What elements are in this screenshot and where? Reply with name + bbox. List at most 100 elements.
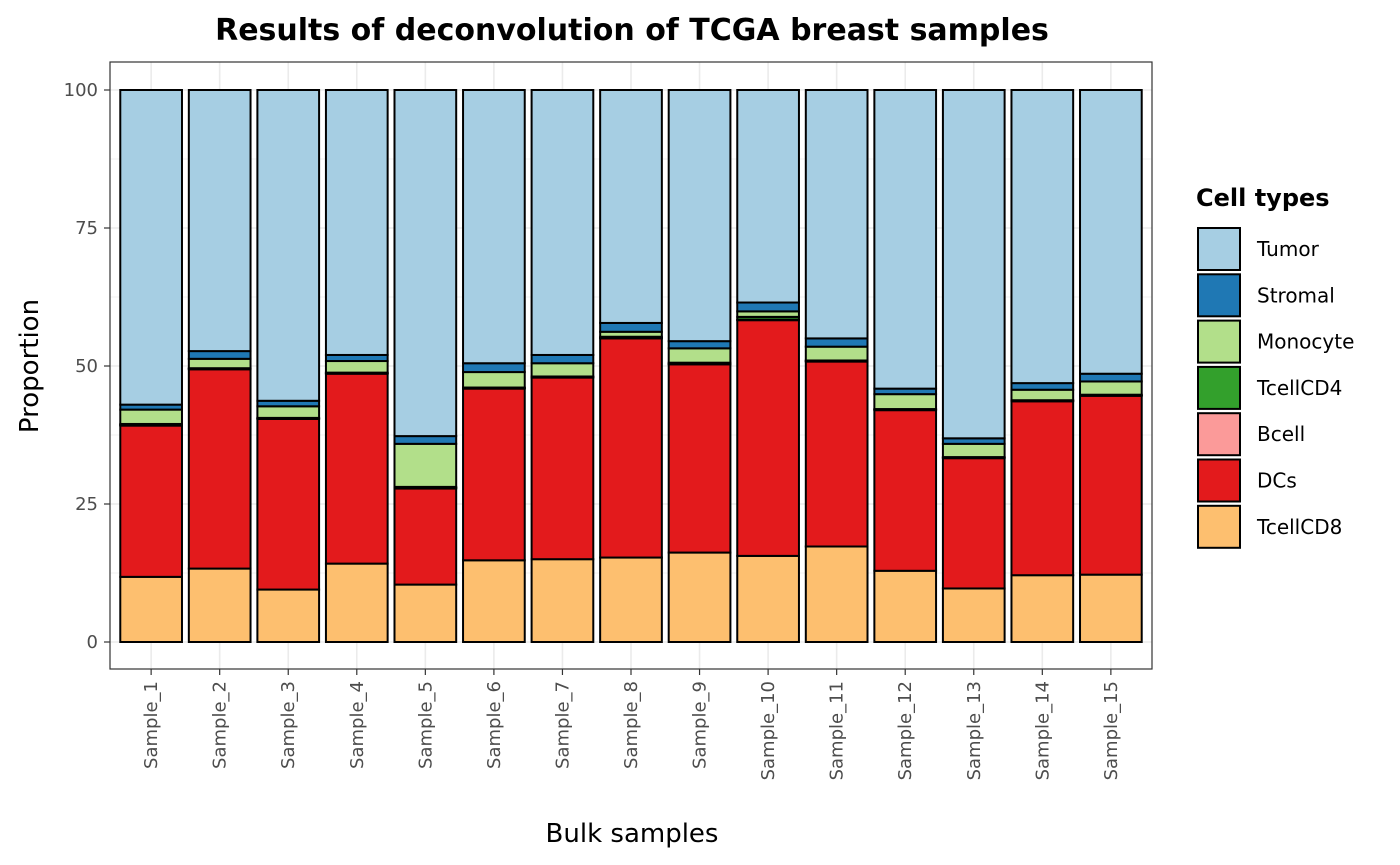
bar-segment-stromal xyxy=(599,321,663,333)
bar-segment-monocyte xyxy=(530,362,595,378)
bar-segment-monocyte xyxy=(187,357,252,370)
bar-segment-monocyte xyxy=(462,371,526,389)
bar-stack-sample-15 xyxy=(1079,89,1143,644)
legend-item-monocyte: Monocyte xyxy=(1197,319,1354,364)
bar-segment-monocyte xyxy=(667,347,732,364)
legend-label: Bcell xyxy=(1257,422,1305,446)
chart-title: Results of deconvolution of TCGA breast … xyxy=(215,13,1049,48)
bar-segment-monocyte xyxy=(941,442,1006,459)
bar-segment-stromal xyxy=(1079,372,1143,383)
bar-stack-sample-11 xyxy=(804,89,869,644)
bar-segment-tcellcd8 xyxy=(324,562,389,644)
x-tick-label: Sample_11 xyxy=(827,681,848,780)
bar-segment-dcs xyxy=(941,457,1006,590)
bar-segment-dcs xyxy=(119,424,183,578)
legend-label: Tumor xyxy=(1256,237,1320,261)
bar-segment-tcellcd8 xyxy=(1079,573,1143,644)
x-tick-label: Sample_7 xyxy=(552,681,573,769)
bar-segment-stromal xyxy=(804,337,869,348)
bar-segment-monocyte xyxy=(873,393,938,411)
y-tick-label: 25 xyxy=(75,494,98,515)
bar-segment-dcs xyxy=(462,387,526,562)
bar-segment-tumor xyxy=(941,89,1006,440)
bar-segment-tumor xyxy=(324,89,389,356)
bar-segment-monocyte xyxy=(804,345,869,362)
bar-stack-sample-3 xyxy=(256,89,321,643)
bar-segment-tcellcd8 xyxy=(667,551,732,643)
bar-stack-sample-1 xyxy=(119,89,183,644)
bar-segment-tcellcd8 xyxy=(119,575,183,644)
bar-stack-sample-2 xyxy=(187,89,252,643)
bar-segment-tumor xyxy=(667,89,732,343)
bar-segment-tcellcd8 xyxy=(187,567,252,643)
y-axis-title: Proportion xyxy=(15,299,45,433)
legend-item-stromal: Stromal xyxy=(1197,273,1335,318)
bar-segment-tumor xyxy=(530,89,595,356)
bar-segment-tumor xyxy=(393,89,458,438)
bar-segment-monocyte xyxy=(119,408,183,425)
x-tick-label: Sample_2 xyxy=(210,681,231,769)
bar-segment-tcellcd8 xyxy=(736,554,800,643)
bar-segment-tcellcd8 xyxy=(256,588,321,643)
bar-segment-tumor xyxy=(1079,89,1143,375)
bar-segment-tcellcd8 xyxy=(1010,574,1075,644)
bar-segment-dcs xyxy=(667,363,732,554)
bar-stack-sample-4 xyxy=(324,89,389,644)
bar-segment-tumor xyxy=(804,89,869,340)
x-tick-label: Sample_8 xyxy=(621,681,642,769)
bar-segment-dcs xyxy=(804,360,869,548)
legend-key xyxy=(1197,458,1241,503)
legend-label: Stromal xyxy=(1257,283,1335,307)
legend-item-tumor: Tumor xyxy=(1197,227,1320,271)
bar-segment-tumor xyxy=(187,89,252,353)
bar-stack-sample-14 xyxy=(1010,89,1075,644)
bar-segment-dcs xyxy=(256,417,321,591)
bar-segment-dcs xyxy=(324,372,389,565)
legend: Cell types Tumor Stromal Monocyte TcellCD4 B… xyxy=(1196,184,1354,549)
bar-segment-tumor xyxy=(1010,89,1075,385)
legend-key xyxy=(1197,227,1241,271)
bar-segment-tumor xyxy=(873,89,938,390)
x-tick-label: Sample_4 xyxy=(347,681,368,769)
bar-segment-dcs xyxy=(1010,400,1075,577)
bar-segment-tumor xyxy=(256,89,321,402)
bar-segment-monocyte xyxy=(1079,380,1143,396)
bar-segment-stromal xyxy=(393,435,458,445)
bar-segment-dcs xyxy=(393,487,458,586)
bar-segment-dcs xyxy=(873,409,938,572)
legend-label: DCs xyxy=(1257,469,1297,493)
legend-label: TcellCD8 xyxy=(1256,515,1342,539)
bar-segment-tcellcd8 xyxy=(804,545,869,644)
bar-segment-monocyte xyxy=(393,442,458,488)
y-tick-label: 75 xyxy=(75,218,98,239)
bar-stack-sample-5 xyxy=(393,89,458,643)
legend-title: Cell types xyxy=(1196,184,1330,212)
x-axis-title: Bulk samples xyxy=(546,819,719,849)
bar-segment-dcs xyxy=(1079,394,1143,576)
y-tick-label: 100 xyxy=(64,80,98,101)
bar-segment-dcs xyxy=(736,319,800,557)
x-axis: Sample_1 Sample_2 Sample_3 Sample_4 Sample_5… xyxy=(141,669,1122,780)
legend-key xyxy=(1197,412,1241,457)
bar-segment-tumor xyxy=(119,89,183,406)
legend-key xyxy=(1197,273,1241,318)
legend-item-tcellcd4: TcellCD4 xyxy=(1197,365,1342,410)
bar-stack-sample-9 xyxy=(667,89,732,643)
bar-segment-monocyte xyxy=(256,405,321,419)
legend-label: Monocyte xyxy=(1257,330,1354,354)
bar-segment-stromal xyxy=(736,301,800,313)
bar-segment-monocyte xyxy=(324,360,389,374)
bar-segment-tumor xyxy=(599,89,663,324)
y-tick-label: 50 xyxy=(75,356,98,377)
legend-key xyxy=(1197,504,1241,549)
y-tick-label: 0 xyxy=(87,632,98,653)
x-tick-label: Sample_14 xyxy=(1032,681,1053,780)
bar-segment-tcellcd8 xyxy=(393,583,458,643)
bar-segment-tcellcd8 xyxy=(599,556,663,644)
bar-segment-tcellcd8 xyxy=(873,569,938,643)
x-tick-label: Sample_1 xyxy=(141,681,162,769)
bar-segment-dcs xyxy=(530,376,595,561)
x-tick-label: Sample_3 xyxy=(278,681,299,769)
bar-segment-dcs xyxy=(599,337,663,559)
